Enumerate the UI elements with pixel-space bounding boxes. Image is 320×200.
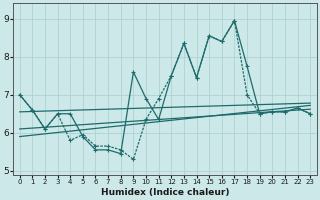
- X-axis label: Humidex (Indice chaleur): Humidex (Indice chaleur): [101, 188, 229, 197]
